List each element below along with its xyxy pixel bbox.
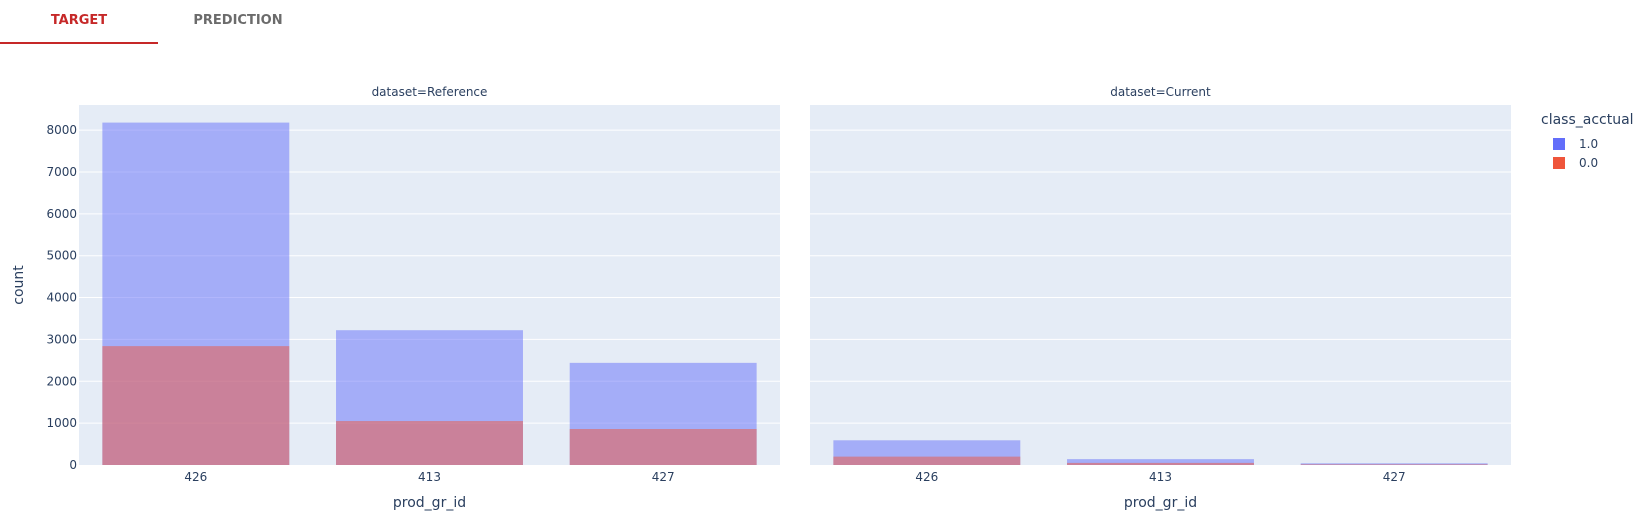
y-tick-label: 1000 (46, 416, 77, 430)
y-tick-label: 7000 (46, 165, 77, 179)
plot-area-2 (810, 105, 1511, 465)
y-tick-label: 5000 (46, 249, 77, 263)
y-tick-label: 2000 (46, 374, 77, 388)
x-tick-label: 426 (915, 470, 938, 484)
legend-label-1-0: 1.0 (1579, 137, 1598, 151)
tab-bar: TARGET PREDICTION (0, 0, 1650, 44)
bar-0-0-426 (102, 346, 290, 465)
tab-target[interactable]: TARGET (0, 0, 158, 44)
bar-1-0-413 (1067, 459, 1254, 465)
x-tick-label: 426 (184, 470, 207, 484)
x-axis-label: prod_gr_id (1124, 495, 1197, 511)
tab-prediction[interactable]: PREDICTION (193, 13, 283, 28)
bar-0-0-426 (833, 456, 1021, 465)
y-tick-label: 6000 (46, 207, 77, 221)
y-tick-label: 0 (69, 458, 77, 472)
x-tick-label: 427 (1383, 470, 1406, 484)
bar-0-0-413 (1067, 462, 1254, 465)
y-tick-label: 4000 (46, 291, 77, 305)
legend-title: class_acctual (1541, 112, 1634, 128)
bar-1-0-427 (1300, 463, 1488, 465)
legend-swatch-1-0 (1553, 138, 1565, 150)
panel-title: dataset=Current (1110, 85, 1211, 99)
legend-label-0-0: 0.0 (1579, 156, 1598, 170)
y-tick-label: 8000 (46, 123, 77, 137)
y-tick-label: 3000 (46, 332, 77, 346)
x-tick-label: 413 (418, 470, 441, 484)
panel-title: dataset=Reference (372, 85, 488, 99)
x-tick-label: 427 (652, 470, 675, 484)
x-tick-label: 413 (1149, 470, 1172, 484)
legend-swatch-0-0 (1553, 157, 1565, 169)
x-axis-label: prod_gr_id (393, 495, 466, 511)
y-axis-label: count (11, 265, 27, 305)
bar-0-0-413 (336, 421, 523, 465)
bar-0-0-427 (569, 429, 757, 465)
bar-0-0-427 (1300, 464, 1488, 465)
